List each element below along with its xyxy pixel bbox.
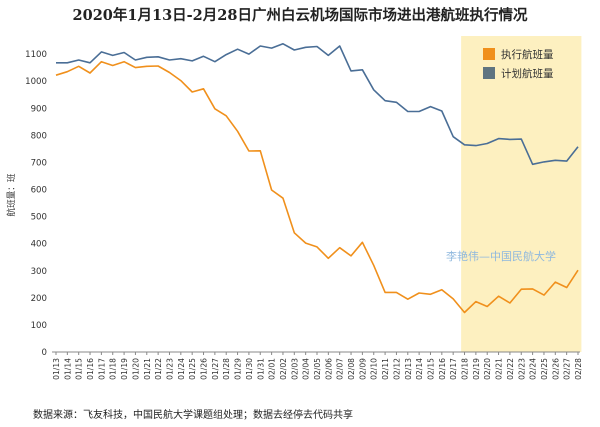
x-tick-label: 02/05: [313, 358, 322, 380]
x-tick-label: 02/25: [540, 358, 549, 380]
x-tick-label: 01/19: [120, 358, 129, 380]
legend-swatch-executed: [483, 48, 495, 60]
x-tick-label: 01/23: [165, 358, 174, 380]
x-tick-label: 01/20: [131, 358, 140, 380]
watermark-text: 李艳伟—中国民航大学: [446, 249, 556, 263]
x-tick-label: 01/30: [245, 358, 254, 380]
x-tick-label: 02/09: [358, 358, 367, 380]
x-tick-label: 02/18: [461, 358, 470, 380]
x-tick-label: 01/13: [52, 358, 61, 380]
x-tick-label: 01/29: [234, 358, 243, 380]
y-tick-label: 500: [31, 213, 47, 223]
x-tick-label: 01/22: [154, 358, 163, 380]
x-tick-label: 02/14: [415, 358, 424, 380]
y-tick-label: 700: [31, 158, 47, 168]
x-tick-label: 02/04: [302, 358, 311, 380]
x-tick-label: 02/27: [563, 358, 572, 380]
x-tick-label: 02/13: [404, 358, 413, 380]
y-tick-label: 800: [31, 131, 47, 141]
x-tick-label: 02/16: [438, 358, 447, 380]
x-tick-label: 01/18: [109, 358, 118, 380]
x-tick-label: 02/21: [495, 358, 504, 380]
x-tick-label: 01/31: [256, 358, 265, 380]
x-tick-label: 02/26: [551, 358, 560, 380]
y-tick-label: 400: [31, 240, 47, 250]
x-tick-label: 02/24: [529, 358, 538, 380]
y-tick-label: 100: [31, 321, 47, 331]
x-tick-label: 01/17: [97, 358, 106, 380]
y-tick-label: 0: [42, 348, 47, 358]
x-tick-label: 02/20: [483, 358, 492, 380]
x-tick-label: 02/01: [268, 358, 277, 380]
x-tick-label: 01/27: [211, 358, 220, 380]
y-axis-label: 航班量：班: [5, 173, 17, 216]
series-line-executed: [55, 60, 579, 314]
x-tick-label: 02/06: [324, 358, 333, 380]
x-tick-label: 01/21: [143, 358, 152, 380]
y-tick-label: 900: [31, 104, 47, 114]
x-tick-label: 02/11: [381, 358, 390, 380]
x-tick-label: 02/22: [506, 358, 515, 380]
y-tick-label: 1100: [25, 50, 47, 60]
x-tick-label: 02/10: [370, 358, 379, 380]
chart-title: 2020年1月13日-2月28日广州白云机场国际市场进出港航班执行情况: [73, 6, 528, 24]
x-tick-label: 02/02: [279, 358, 288, 380]
x-tick-label: 01/24: [177, 358, 186, 380]
y-tick-label: 300: [31, 267, 47, 277]
y-tick-label: 600: [31, 186, 47, 196]
highlight-region: [461, 36, 582, 352]
x-tick-label: 01/25: [188, 358, 197, 380]
legend-label-planned: 计划航班量: [501, 67, 554, 80]
x-tick-label: 02/03: [290, 358, 299, 380]
x-tick-label: 01/28: [222, 358, 231, 380]
legend-swatch-planned: [483, 67, 495, 79]
series-line-planned: [56, 42, 579, 166]
y-tick-label: 200: [31, 294, 47, 304]
x-tick-label: 01/14: [63, 358, 72, 380]
legend: 执行航班量 计划航班量: [483, 48, 554, 80]
x-tick-label: 02/23: [517, 358, 526, 380]
source-note: 数据来源：飞友科技，中国民航大学课题组处理；数据去经停去代码共享: [33, 408, 353, 421]
x-tick-label: 02/15: [426, 358, 435, 380]
x-tick-label: 02/28: [574, 358, 583, 380]
x-tick-label: 01/15: [75, 358, 84, 380]
x-tick-label: 01/16: [86, 358, 95, 380]
x-tick-label: 02/12: [392, 358, 401, 380]
x-tick-label: 02/17: [449, 358, 458, 380]
x-tick-label: 01/26: [200, 358, 209, 380]
x-tick-label: 02/19: [472, 358, 481, 380]
x-tick-label: 02/07: [336, 358, 345, 380]
y-tick-label: 1000: [25, 77, 47, 87]
legend-label-executed: 执行航班量: [501, 48, 554, 61]
x-tick-label: 02/08: [347, 358, 356, 380]
